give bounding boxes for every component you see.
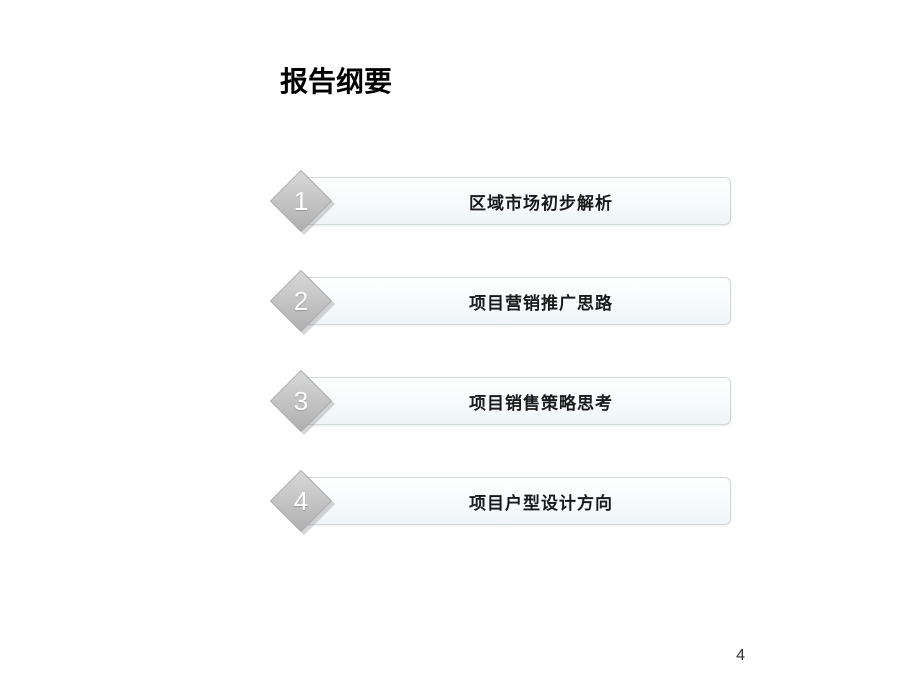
item-box: 项目营销推广思路 — [301, 277, 731, 325]
item-number: 3 — [270, 370, 332, 432]
outline-list: 1 区域市场初步解析 2 项目营销推广思路 3 项目销售策略思考 — [270, 170, 880, 532]
outline-item-2: 2 项目营销推广思路 — [270, 270, 880, 332]
outline-item-4: 4 项目户型设计方向 — [270, 470, 880, 532]
page-title: 报告纲要 — [280, 60, 880, 100]
item-label: 项目营销推广思路 — [469, 289, 613, 314]
page-number: 4 — [736, 647, 745, 665]
item-number: 2 — [270, 270, 332, 332]
item-number: 4 — [270, 470, 332, 532]
diamond-marker: 2 — [270, 270, 332, 332]
diamond-marker: 4 — [270, 470, 332, 532]
item-label: 项目户型设计方向 — [469, 489, 613, 514]
item-label: 项目销售策略思考 — [469, 389, 613, 414]
diamond-marker: 3 — [270, 370, 332, 432]
item-box: 项目户型设计方向 — [301, 477, 731, 525]
item-box: 项目销售策略思考 — [301, 377, 731, 425]
diamond-marker: 1 — [270, 170, 332, 232]
item-number: 1 — [270, 170, 332, 232]
outline-item-3: 3 项目销售策略思考 — [270, 370, 880, 432]
item-label: 区域市场初步解析 — [469, 189, 613, 214]
item-box: 区域市场初步解析 — [301, 177, 731, 225]
outline-item-1: 1 区域市场初步解析 — [270, 170, 880, 232]
slide-container: 报告纲要 1 区域市场初步解析 2 项目营销推广思路 — [0, 0, 920, 690]
